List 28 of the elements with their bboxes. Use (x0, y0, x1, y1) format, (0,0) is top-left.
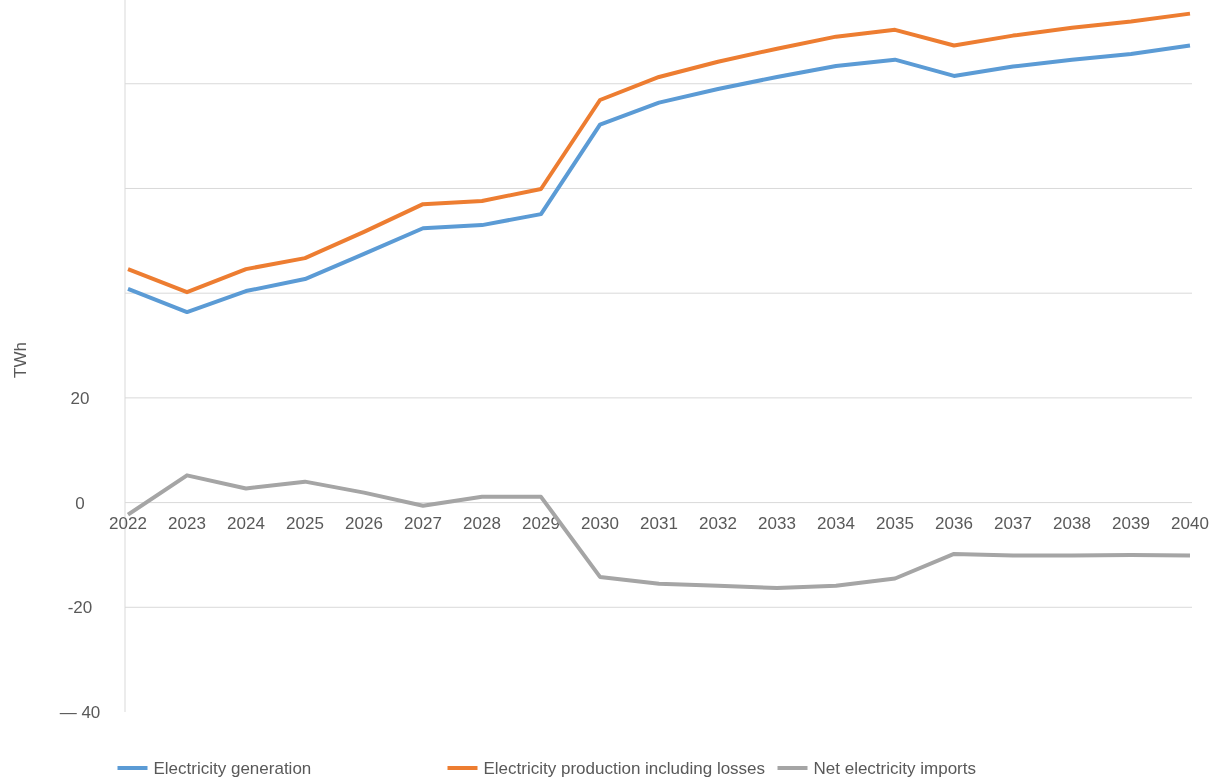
x-tick-label: 2032 (699, 513, 737, 533)
x-tick-label: 2039 (1112, 513, 1150, 533)
y-tick-label: — 40 (59, 702, 101, 722)
y-tick-label: 0 (75, 493, 85, 513)
x-tick-label: 2034 (817, 513, 855, 533)
x-tick-label: 2033 (758, 513, 796, 533)
legend-label: Electricity generation (153, 758, 312, 778)
x-tick-label: 2030 (581, 513, 619, 533)
x-tick-label: 2022 (109, 513, 147, 533)
x-tick-label: 2040 (1171, 513, 1209, 533)
x-tick-label: 2028 (463, 513, 501, 533)
x-tick-label: 2026 (345, 513, 383, 533)
y-tick-label: -20 (67, 598, 93, 618)
x-tick-label: 2038 (1053, 513, 1091, 533)
x-tick-label: 2024 (227, 513, 265, 533)
x-tick-label: 2027 (404, 513, 442, 533)
x-tick-label: 2025 (286, 513, 324, 533)
x-tick-label: 2036 (935, 513, 973, 533)
x-tick-label: 2035 (876, 513, 914, 533)
x-tick-label: 2031 (640, 513, 678, 533)
y-tick-label: 20 (70, 388, 90, 408)
line-series (126, 43, 1192, 315)
legend-label: Electricity production including losses (483, 758, 766, 778)
y-axis-title: TWh (11, 342, 30, 378)
x-tick-label: 2037 (994, 513, 1032, 533)
line-series (126, 11, 1192, 295)
legend-label: Net electricity imports (813, 758, 976, 778)
x-tick-label: 2023 (168, 513, 206, 533)
